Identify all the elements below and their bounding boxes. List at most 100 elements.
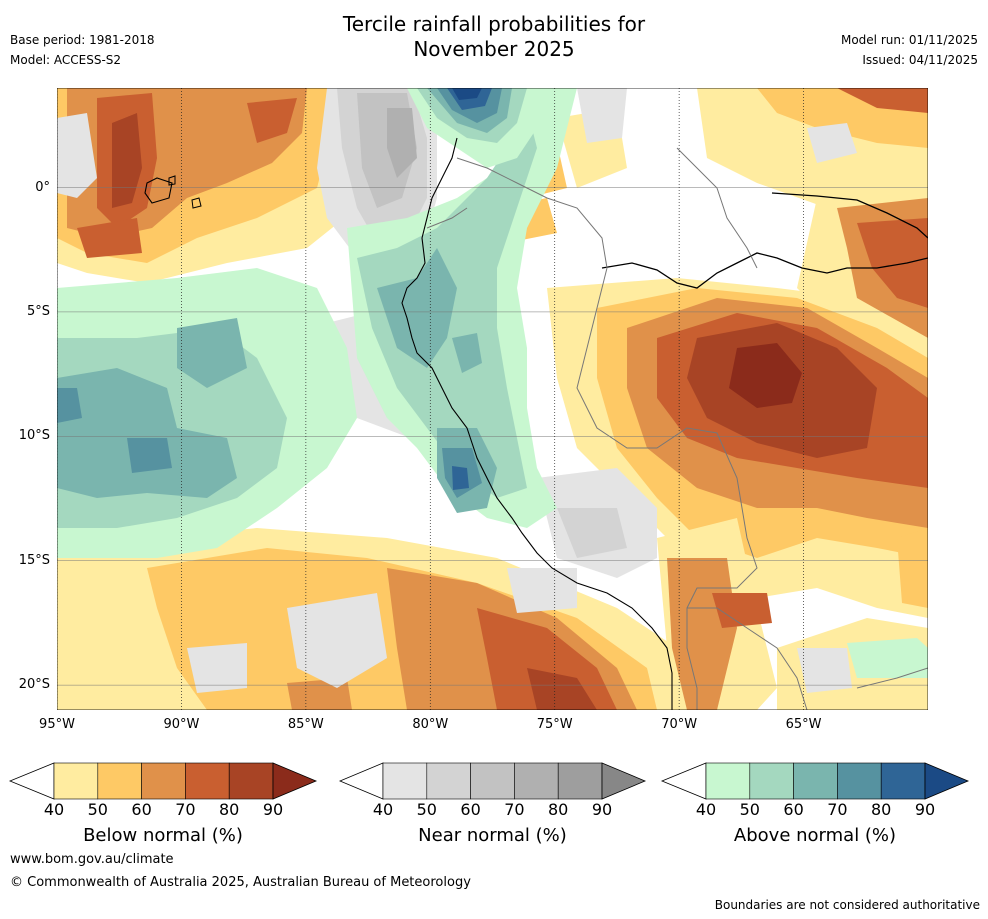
colorbar-tick-label: 40 [695,800,717,819]
above-normal-70-area [127,438,172,473]
coastline [144,137,928,710]
model-name: Model: ACCESS-S2 [10,53,122,67]
longitude-label: 90°W [163,717,200,732]
below-normal-70-area [857,218,928,308]
longitude-label: 80°W [412,717,449,732]
colorbars [8,762,970,800]
colorbar-tick-label: 80 [219,800,240,819]
near-normal-40-area [187,643,247,693]
metadata-left: Base period: 1981-2018 Model: ACCESS-S2 [10,30,155,70]
longitude-label: 75°W [536,717,573,732]
colorbar-near-segment [557,762,603,800]
near-normal-40-area [807,123,857,163]
colorbar-near-segment [426,762,471,800]
below-normal-80-area [527,668,597,710]
issued-date: Issued: 04/11/2025 [862,53,978,67]
graticule [57,88,928,710]
colorbar-above-segment [793,762,838,800]
above-normal-60-area [177,318,247,388]
below-normal-70-area [247,98,297,143]
colorbar-tick-label: 60 [783,800,804,819]
colorbar-tick-label: 90 [591,800,613,819]
colorbar-near-segment [514,762,559,800]
near-normal-70-area [387,108,417,178]
longitude-label: 70°W [661,717,698,732]
colorbar-tick-label: 90 [914,800,936,819]
colorbar-near-high-extend [601,762,647,800]
near-normal-40-area [577,88,627,143]
colorbar-below-segment [97,762,142,800]
colorbar-above-segment [705,762,751,800]
near-normal-50-area [557,508,627,558]
near-normal-40-area [797,648,852,693]
colorbar-tick-label: 60 [131,800,152,819]
colorbar-below-high-extend [272,762,318,800]
above-normal-regions [57,88,928,678]
colorbar-above-segment [749,762,794,800]
colorbar-tick-label: 70 [827,800,848,819]
footer-copyright: © Commonwealth of Australia 2025, Austra… [10,875,471,890]
colorbar-near-segment [470,762,515,800]
colorbar-tick-label: 50 [739,800,760,819]
colorbar-title: Above normal (%) [733,825,897,846]
above-normal-60-area [452,333,482,373]
near-normal-40-area [507,568,577,613]
latitude-label: 0° [35,179,50,195]
near-normal-40-area [287,593,387,688]
below-normal-90-area [729,343,802,408]
base-period: Base period: 1981-2018 [10,33,155,47]
colorbar-tick-label: 70 [175,800,196,819]
colorbar-below-segment [141,762,186,800]
above-normal-90-area [452,88,482,100]
title-line-1: Tercile rainfall probabilities for [342,12,646,36]
latitude-label: 20°S [18,677,50,693]
longitude-label: 85°W [287,717,324,732]
title-line-2: November 2025 [413,37,575,61]
above-normal-70-area [57,388,82,423]
country-borders [426,147,928,710]
colorbar-tick-label: 80 [871,800,892,819]
colorbar-below-segment [228,762,274,800]
below-normal-70-area [837,88,928,113]
map-title: Tercile rainfall probabilities for Novem… [0,12,988,62]
model-run-date: Model run: 01/11/2025 [840,33,978,47]
colorbar-above-high-extend [924,762,970,800]
colorbar-below-segment [185,762,230,800]
latitude-label: 10°S [18,428,50,444]
above-normal-80-area [452,466,469,490]
above-normal-40-area [847,638,928,678]
below-normal-70-area [477,608,617,710]
longitude-label: 65°W [785,717,822,732]
below-normal-80-area [112,113,142,208]
longitude-label: 95°W [39,717,75,732]
colorbar-title: Near normal (%) [418,825,567,846]
colorbar-tick-label: 90 [262,800,284,819]
metadata-right: Model run: 01/11/2025 Issued: 04/11/2025 [841,30,978,70]
colorbar-below-low-extend [8,762,55,800]
colorbar-tick-label: 40 [43,800,65,819]
footer-disclaimer: Boundaries are not considered authoritat… [714,898,980,912]
colorbar-near-low-extend [338,762,384,800]
footer-url[interactable]: www.bom.gov.au/climate [10,852,174,867]
latitude-label: 5°S [26,303,50,319]
colorbar-below-segment [53,762,99,800]
colorbar-above-low-extend [660,762,707,800]
below-normal-50-area [897,528,928,608]
latitude-label: 15°S [18,552,50,568]
below-normal-70-area [712,593,772,628]
near-normal-40-area [57,113,97,198]
colorbar-tick-label: 50 [87,800,108,819]
colorbar-near-segment [382,762,428,800]
above-normal-60-area [57,368,237,498]
colorbar-tick-label: 50 [416,800,437,819]
below-normal-70-area [77,218,142,258]
colorbar-title: Below normal (%) [83,825,243,846]
colorbar-tick-label: 80 [548,800,569,819]
colorbar-above-segment [880,762,926,800]
colorbar-above-segment [837,762,882,800]
probability-map [57,88,928,710]
above-normal-60-area [377,248,457,368]
colorbar-tick-label: 40 [372,800,394,819]
colorbar-tick-label: 70 [504,800,525,819]
colorbar-tick-label: 60 [460,800,481,819]
